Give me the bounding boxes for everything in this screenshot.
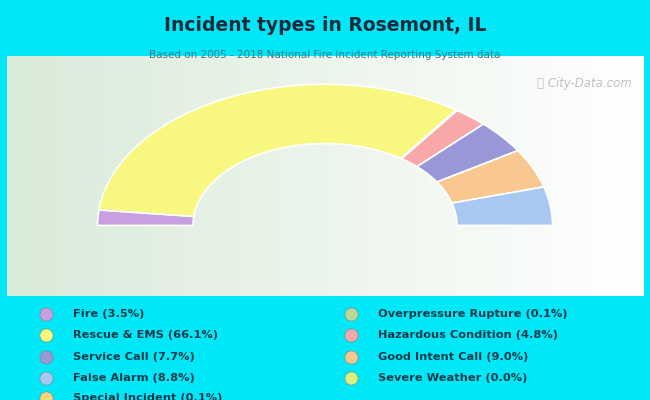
Point	[40, 354, 51, 360]
Wedge shape	[98, 210, 194, 226]
Wedge shape	[402, 110, 484, 167]
Wedge shape	[401, 110, 457, 159]
Point	[346, 375, 356, 382]
Text: False Alarm (8.8%): False Alarm (8.8%)	[73, 374, 194, 383]
Point	[40, 310, 51, 317]
Point	[40, 375, 51, 382]
Text: Hazardous Condition (4.8%): Hazardous Condition (4.8%)	[378, 330, 558, 340]
Wedge shape	[437, 150, 544, 203]
Wedge shape	[417, 124, 518, 182]
Wedge shape	[401, 110, 456, 159]
Text: Rescue & EMS (66.1%): Rescue & EMS (66.1%)	[73, 330, 218, 340]
Text: Service Call (7.7%): Service Call (7.7%)	[73, 352, 194, 362]
Point	[40, 332, 51, 338]
Text: Severe Weather (0.0%): Severe Weather (0.0%)	[378, 374, 528, 383]
Text: Incident types in Rosemont, IL: Incident types in Rosemont, IL	[164, 16, 486, 35]
Point	[346, 310, 356, 317]
Point	[346, 354, 356, 360]
Text: Special Incident (0.1%): Special Incident (0.1%)	[73, 393, 222, 400]
Point	[40, 395, 51, 400]
Wedge shape	[452, 187, 552, 226]
Point	[346, 332, 356, 338]
Text: Fire (3.5%): Fire (3.5%)	[73, 309, 144, 318]
Wedge shape	[99, 84, 456, 216]
Text: Good Intent Call (9.0%): Good Intent Call (9.0%)	[378, 352, 528, 362]
Text: Overpressure Rupture (0.1%): Overpressure Rupture (0.1%)	[378, 309, 568, 318]
Text: ⓘ City-Data.com: ⓘ City-Data.com	[538, 77, 632, 90]
Text: Based on 2005 - 2018 National Fire Incident Reporting System data: Based on 2005 - 2018 National Fire Incid…	[150, 50, 500, 60]
